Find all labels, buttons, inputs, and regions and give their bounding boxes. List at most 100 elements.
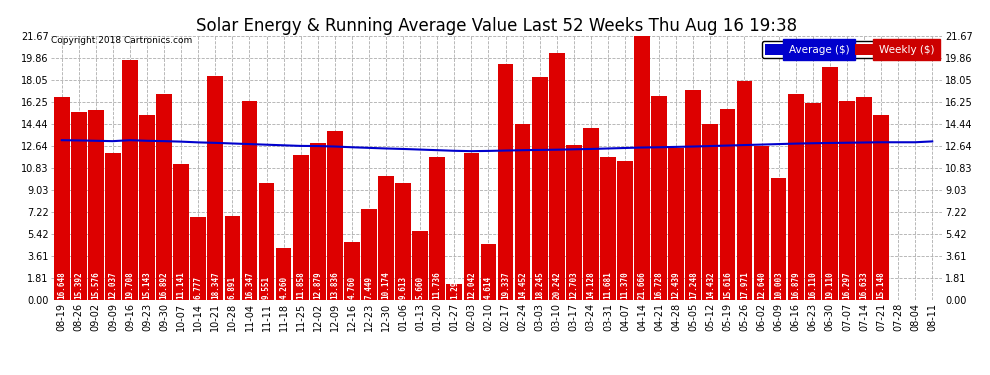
Bar (840, 101, 854, 300)
Bar (310, 143, 326, 300)
Text: 16.347: 16.347 (245, 271, 254, 299)
Bar (258, 183, 274, 300)
Text: 19.337: 19.337 (501, 271, 510, 299)
Bar (446, 284, 462, 300)
Text: 17.248: 17.248 (689, 271, 698, 299)
Text: 15.143: 15.143 (143, 271, 151, 299)
Bar (156, 94, 172, 300)
Text: 4.614: 4.614 (484, 276, 493, 299)
Bar (412, 231, 428, 300)
Text: 19.110: 19.110 (826, 271, 835, 299)
Text: 12.703: 12.703 (569, 271, 578, 299)
Text: 12.640: 12.640 (757, 271, 766, 299)
Bar (480, 244, 496, 300)
Text: 9.613: 9.613 (399, 276, 408, 299)
Text: 5.660: 5.660 (416, 276, 425, 299)
Bar (753, 146, 769, 300)
Text: 16.297: 16.297 (842, 271, 851, 299)
Bar (88, 110, 104, 300)
Bar (805, 104, 821, 300)
Text: 16.879: 16.879 (791, 271, 800, 299)
Text: 11.370: 11.370 (621, 271, 630, 299)
Text: 16.728: 16.728 (654, 271, 663, 299)
Bar (583, 128, 599, 300)
Text: 4.260: 4.260 (279, 276, 288, 299)
Text: 12.037: 12.037 (109, 271, 118, 299)
Text: 18.245: 18.245 (536, 271, 544, 299)
Bar (651, 96, 667, 300)
Bar (327, 131, 343, 300)
Bar (53, 97, 69, 300)
Text: 1.293: 1.293 (449, 276, 458, 299)
Bar (822, 67, 838, 300)
Bar (242, 100, 257, 300)
Bar (771, 178, 786, 300)
Text: 10.003: 10.003 (774, 271, 783, 299)
Title: Solar Energy & Running Average Value Last 52 Weeks Thu Aug 16 19:38: Solar Energy & Running Average Value Las… (196, 18, 798, 36)
Bar (548, 53, 564, 300)
Bar (737, 81, 752, 300)
Text: 16.892: 16.892 (159, 271, 168, 299)
Text: 11.681: 11.681 (604, 271, 613, 299)
Bar (463, 153, 479, 300)
Text: 16.110: 16.110 (808, 271, 818, 299)
Bar (71, 112, 87, 300)
Text: 7.449: 7.449 (364, 276, 373, 299)
Bar (635, 36, 649, 300)
Bar (788, 94, 804, 300)
Bar (122, 60, 138, 300)
Text: 15.392: 15.392 (74, 271, 83, 299)
Text: 15.148: 15.148 (876, 271, 885, 299)
Legend: Average ($), Weekly ($): Average ($), Weekly ($) (761, 41, 938, 58)
Text: 10.174: 10.174 (381, 271, 390, 299)
Bar (566, 145, 582, 300)
Bar (293, 155, 309, 300)
Text: 13.836: 13.836 (331, 271, 340, 299)
Text: 20.242: 20.242 (552, 271, 561, 299)
Bar (685, 90, 701, 300)
Text: 21.666: 21.666 (638, 271, 646, 299)
Text: 16.648: 16.648 (57, 271, 66, 299)
Bar (173, 164, 189, 300)
Bar (532, 77, 547, 300)
Bar (668, 148, 684, 300)
Bar (190, 217, 206, 300)
Bar (345, 242, 359, 300)
Text: 12.879: 12.879 (313, 271, 323, 299)
Bar (498, 64, 514, 300)
Text: 6.891: 6.891 (228, 276, 237, 299)
Bar (600, 158, 616, 300)
Text: Copyright 2018 Cartronics.com: Copyright 2018 Cartronics.com (51, 36, 193, 45)
Bar (703, 124, 718, 300)
Bar (395, 183, 411, 300)
Bar (225, 216, 241, 300)
Text: 19.708: 19.708 (126, 271, 135, 299)
Bar (430, 157, 446, 300)
Text: 11.736: 11.736 (433, 271, 442, 299)
Text: 12.439: 12.439 (671, 271, 681, 299)
Bar (856, 97, 872, 300)
Bar (105, 153, 121, 300)
Text: 4.760: 4.760 (347, 276, 356, 299)
Bar (873, 115, 889, 300)
Bar (140, 115, 154, 300)
Bar (378, 176, 394, 300)
Text: 18.347: 18.347 (211, 271, 220, 299)
Text: 9.551: 9.551 (262, 276, 271, 299)
Bar (361, 209, 377, 300)
Text: 14.432: 14.432 (706, 271, 715, 299)
Text: 14.452: 14.452 (518, 271, 527, 299)
Text: 17.971: 17.971 (740, 271, 749, 299)
Text: 16.633: 16.633 (859, 271, 868, 299)
Text: 11.858: 11.858 (296, 271, 305, 299)
Bar (208, 76, 223, 300)
Text: 15.616: 15.616 (723, 271, 732, 299)
Text: 15.576: 15.576 (91, 271, 100, 299)
Bar (720, 110, 736, 300)
Bar (617, 161, 633, 300)
Text: 6.777: 6.777 (194, 276, 203, 299)
Text: 11.141: 11.141 (176, 271, 186, 299)
Bar (515, 124, 531, 300)
Text: 12.042: 12.042 (467, 271, 476, 299)
Bar (276, 248, 291, 300)
